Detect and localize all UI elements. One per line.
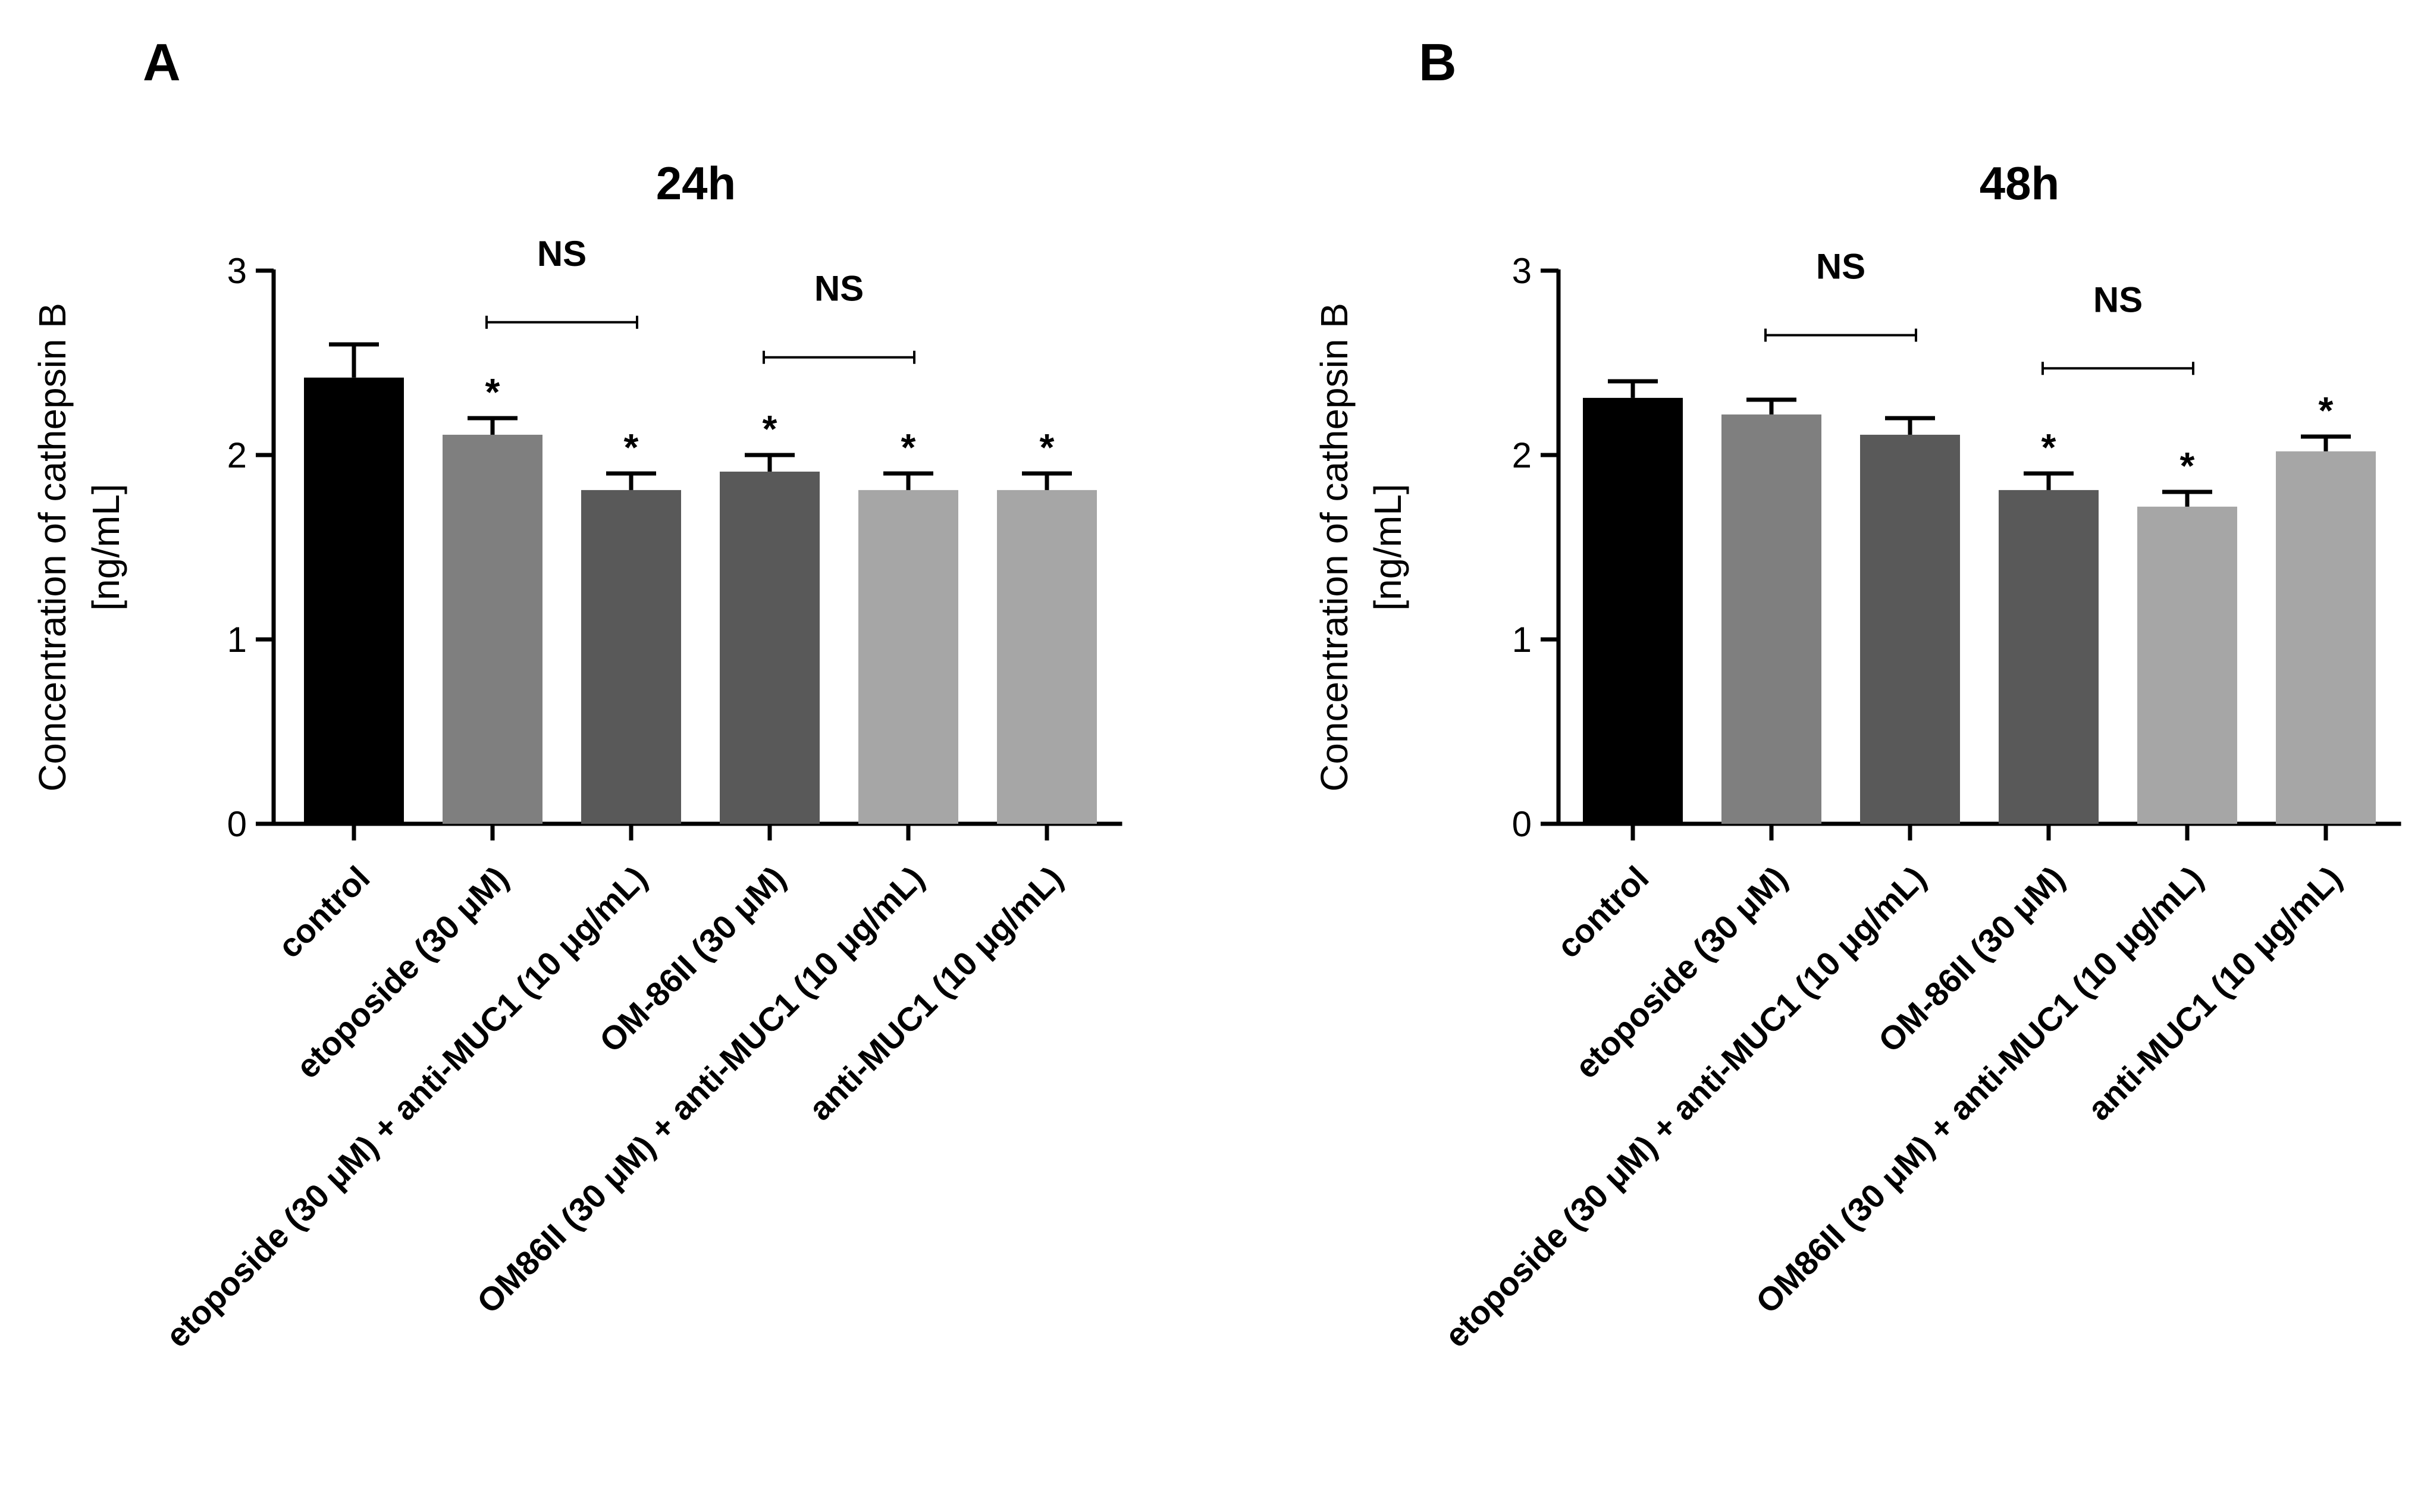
y-tick-label: 0 (1512, 804, 1532, 844)
y-tick-label: 1 (1512, 620, 1532, 660)
bar (858, 490, 958, 824)
significance-marker: * (901, 426, 916, 469)
bar (2137, 506, 2237, 824)
ns-label: NS (2093, 280, 2143, 319)
y-tick-label: 2 (227, 435, 247, 475)
panel-a: A 24h Concentration of cathepsin B [ng/mL] 0… (31, 33, 1122, 1354)
x-tick-label: anti-MUC1 (10 μg/mL) (801, 859, 1070, 1128)
x-tick-label: control (1550, 859, 1656, 965)
bar (720, 471, 820, 824)
panel-b: B 48h Concentration of cathepsin B [ng/mL] 0… (1313, 33, 2401, 1354)
significance-marker: * (2319, 389, 2334, 432)
significance-marker: * (624, 426, 639, 469)
significance-marker: * (485, 371, 500, 413)
significance-marker: * (2041, 426, 2056, 469)
y-axis-unit-label: [ng/mL] (1366, 484, 1409, 610)
x-tick-label: etoposide (30 μM) + anti-MUC1 (10 μg/mL) (1437, 859, 1933, 1354)
significance-marker: * (1040, 426, 1055, 469)
chart-title: 24h (656, 157, 736, 209)
chart-title: 48h (1980, 157, 2059, 209)
y-axis-label: Concentration of cathepsin B (1313, 303, 1356, 792)
y-tick-label: 3 (1512, 251, 1532, 291)
significance-marker: * (763, 407, 777, 450)
significance-marker: * (2180, 444, 2195, 487)
bar (581, 490, 681, 824)
ns-label: NS (814, 269, 864, 309)
bar (997, 490, 1097, 824)
x-tick-label: etoposide (30 μM) + anti-MUC1 (10 μg/mL) (158, 859, 654, 1354)
bar (2276, 451, 2376, 824)
ns-label: NS (537, 234, 587, 274)
y-tick-label: 1 (227, 620, 247, 660)
y-axis-unit-label: [ng/mL] (84, 484, 127, 610)
panel-letter: A (143, 33, 181, 92)
bar (1583, 397, 1683, 824)
bar (1860, 434, 1960, 824)
x-tick-label: anti-MUC1 (10 μg/mL) (2080, 859, 2349, 1128)
x-tick-label: control (271, 859, 377, 965)
bar (443, 434, 542, 824)
y-axis-label: Concentration of cathepsin B (31, 303, 74, 792)
bar (1721, 414, 1821, 824)
y-tick-label: 3 (227, 251, 247, 291)
ns-label: NS (1816, 247, 1865, 287)
y-tick-label: 0 (227, 804, 247, 844)
panel-letter: B (1419, 33, 1457, 92)
bar (1999, 490, 2099, 824)
bar (304, 377, 404, 824)
y-tick-label: 2 (1512, 435, 1532, 475)
